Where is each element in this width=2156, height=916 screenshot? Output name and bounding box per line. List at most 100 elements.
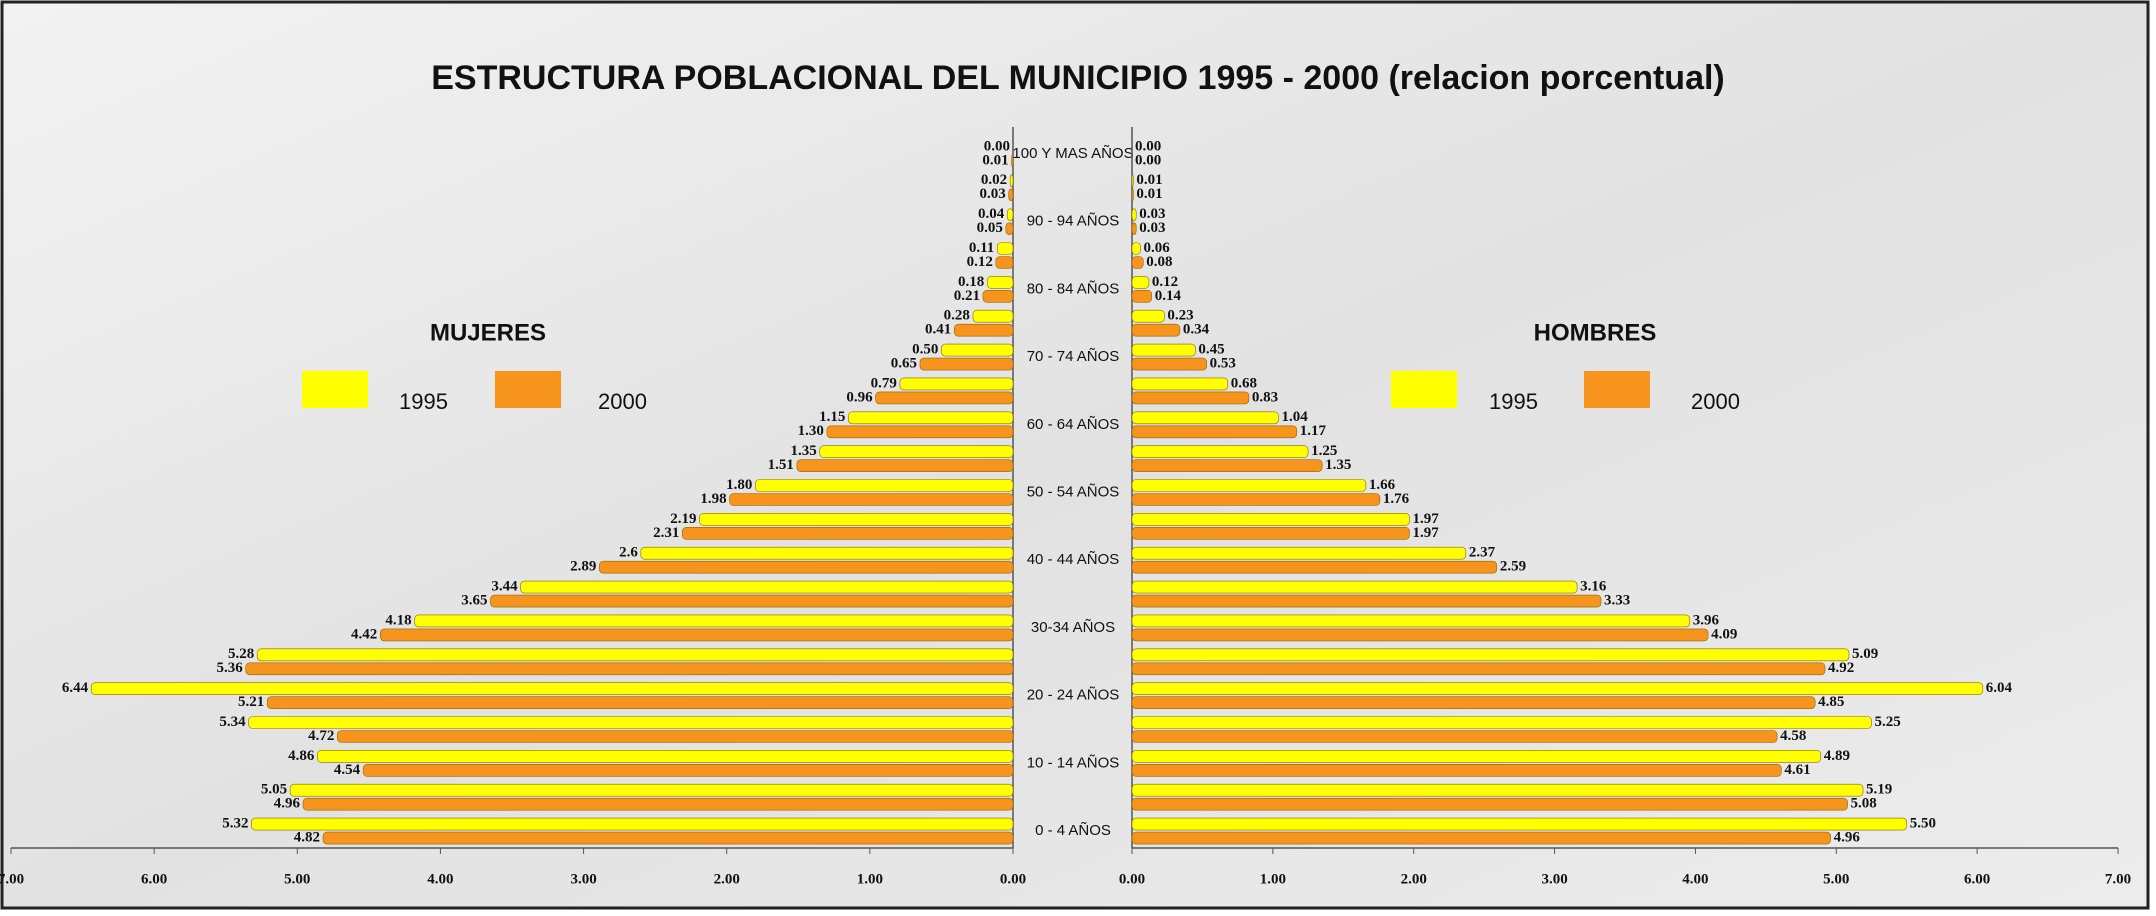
bar <box>1131 527 1410 540</box>
value-label: 4.58 <box>1780 728 1806 744</box>
value-label: 0.28 <box>944 308 970 324</box>
value-label: 0.00 <box>1135 152 1161 168</box>
value-label: 1.97 <box>1412 511 1439 527</box>
value-label: 4.86 <box>288 748 315 764</box>
value-label: 2.6 <box>619 545 638 561</box>
bar <box>1131 493 1381 506</box>
value-label: 6.44 <box>62 680 89 696</box>
bar <box>1131 391 1250 405</box>
value-label: 4.18 <box>385 612 411 628</box>
category-label: 80 - 84 AÑOS <box>1027 280 1120 297</box>
value-label: 0.01 <box>1136 172 1162 188</box>
value-label: 0.02 <box>981 172 1007 188</box>
value-label: 4.54 <box>334 762 361 778</box>
value-label: 4.61 <box>1784 762 1810 778</box>
bar <box>251 817 1014 831</box>
bar <box>1131 188 1134 202</box>
bar <box>819 445 1014 458</box>
value-label: 4.82 <box>294 830 320 846</box>
value-label: 2.37 <box>1469 545 1496 561</box>
bar <box>1006 208 1014 221</box>
value-label: 1.35 <box>1325 457 1351 473</box>
bar <box>1131 377 1229 391</box>
value-label: 3.44 <box>491 579 518 595</box>
bar <box>1131 256 1144 269</box>
bar <box>848 411 1014 425</box>
value-label: 1.80 <box>726 477 752 493</box>
value-label: 5.28 <box>228 646 254 662</box>
category-label: 50 - 54 AÑOS <box>1027 483 1120 500</box>
bar <box>1131 831 1831 845</box>
bar <box>302 797 1014 811</box>
value-label: 5.34 <box>219 714 246 730</box>
value-label: 1.04 <box>1281 409 1308 425</box>
category-label: 10 - 14 AÑOS <box>1027 754 1120 771</box>
bar <box>362 764 1014 777</box>
category-label: 20 - 24 AÑOS <box>1027 687 1120 704</box>
x-tick-label: 3.00 <box>570 871 596 887</box>
bar <box>1005 222 1014 235</box>
value-label: 3.65 <box>461 593 487 609</box>
value-label: 5.19 <box>1866 782 1892 798</box>
bar <box>256 648 1014 662</box>
category-label: 100 Y MAS AÑOS <box>1012 145 1133 162</box>
value-label: 0.79 <box>871 375 897 391</box>
bar <box>1131 242 1141 255</box>
legend-label: 2000 <box>1691 389 1740 414</box>
bar <box>1131 222 1137 235</box>
bar <box>1131 411 1279 425</box>
value-label: 6.04 <box>1986 680 2013 696</box>
value-label: 0.05 <box>977 220 1003 236</box>
bar <box>1131 309 1165 323</box>
value-label: 1.66 <box>1369 477 1396 493</box>
value-label: 5.25 <box>1875 714 1901 730</box>
bar <box>682 527 1014 540</box>
value-label: 0.01 <box>982 152 1008 168</box>
bar <box>1131 357 1207 371</box>
x-tick-label: 1.00 <box>857 871 883 887</box>
bar <box>599 560 1014 574</box>
value-label: 5.09 <box>1852 646 1878 662</box>
category-label: 40 - 44 AÑOS <box>1027 551 1120 568</box>
value-label: 0.68 <box>1231 375 1257 391</box>
x-tick-label: 4.00 <box>427 871 453 887</box>
value-label: 4.92 <box>1828 660 1854 676</box>
legend-swatch <box>1391 371 1457 408</box>
chart-title: ESTRUCTURA POBLACIONAL DEL MUNICIPIO 199… <box>431 59 1725 97</box>
bar <box>1131 425 1298 439</box>
legend-title: HOMBRES <box>1534 319 1657 346</box>
bar <box>266 696 1014 709</box>
bar <box>972 309 1014 323</box>
value-label: 4.85 <box>1818 694 1844 710</box>
bar <box>1131 764 1782 777</box>
bar <box>322 831 1014 845</box>
value-label: 0.00 <box>984 138 1010 154</box>
bar <box>941 343 1014 357</box>
bar <box>1131 208 1137 221</box>
value-label: 0.03 <box>1139 220 1165 236</box>
legend-swatch <box>495 371 561 408</box>
bar <box>1131 445 1309 458</box>
bar <box>1131 276 1150 289</box>
value-label: 0.45 <box>1198 342 1224 358</box>
value-label: 0.41 <box>925 322 951 338</box>
value-label: 0.14 <box>1155 288 1182 304</box>
bar <box>248 716 1014 729</box>
value-label: 5.36 <box>217 660 244 676</box>
legend-title: MUJERES <box>430 319 546 346</box>
bar <box>729 493 1014 506</box>
value-label: 5.21 <box>238 694 264 710</box>
value-label: 0.96 <box>846 389 873 405</box>
x-tick-label: 0.00 <box>1000 871 1026 887</box>
bar <box>1131 730 1778 743</box>
value-label: 0.11 <box>969 240 994 256</box>
bar <box>796 459 1014 472</box>
x-tick-label: 6.00 <box>141 871 167 887</box>
bar <box>317 750 1014 763</box>
bar <box>1131 614 1691 628</box>
bar <box>1131 580 1578 594</box>
category-label: 0 - 4 AÑOS <box>1035 822 1111 839</box>
bar <box>1011 154 1014 168</box>
